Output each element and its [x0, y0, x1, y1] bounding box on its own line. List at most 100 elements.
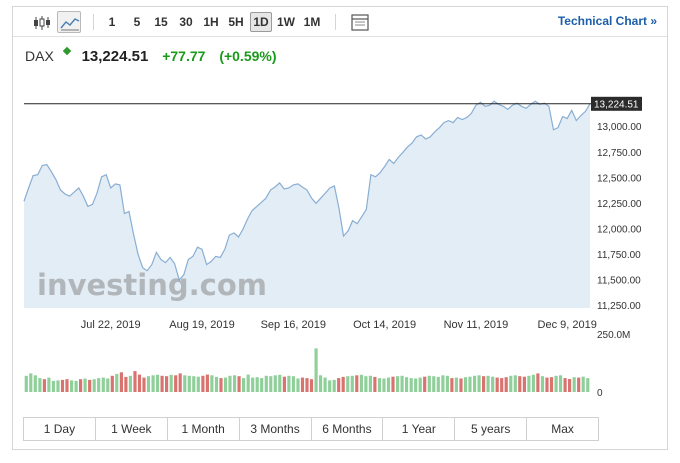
volume-bar — [260, 378, 264, 392]
y-tick-label: 12,250.00 — [597, 199, 642, 210]
range-1-day-button[interactable]: 1 Day — [24, 418, 96, 440]
volume-bar — [319, 375, 323, 392]
volume-bar — [305, 378, 309, 392]
volume-bar — [405, 377, 409, 392]
y-tick-label: 11,250.00 — [597, 301, 641, 312]
volume-bar — [210, 375, 214, 392]
toolbar-separator — [93, 14, 94, 30]
range-max-button[interactable]: Max — [527, 418, 598, 440]
volume-bar — [355, 375, 359, 392]
interval-1m-button[interactable]: 1M — [303, 15, 321, 29]
volume-bar — [29, 373, 33, 392]
volume-bar — [269, 376, 273, 392]
volume-bar — [572, 377, 576, 392]
range-1-week-button[interactable]: 1 Week — [95, 418, 168, 440]
interval-1d-button[interactable]: 1D — [250, 12, 272, 32]
volume-bar — [178, 373, 182, 392]
volume-bar — [264, 375, 268, 392]
volume-bar — [291, 376, 295, 392]
volume-bar — [382, 378, 386, 392]
volume-bar — [454, 377, 458, 392]
volume-bar — [287, 375, 291, 392]
volume-bar — [115, 373, 119, 392]
volume-bar — [545, 377, 549, 392]
volume-bar — [500, 378, 504, 392]
volume-bar — [568, 379, 572, 392]
price-change: +77.77 — [162, 48, 206, 65]
volume-bar — [341, 376, 345, 392]
volume-bar — [146, 376, 151, 392]
interval-30-button[interactable]: 30 — [179, 15, 193, 29]
volume-bar — [196, 376, 200, 392]
volume-bar — [174, 375, 178, 392]
last-price: 13,224.51 — [81, 47, 149, 65]
volume-bar — [282, 376, 286, 392]
volume-bar — [119, 372, 123, 392]
range-3-months-button[interactable]: 3 Months — [239, 418, 312, 440]
volume-bar — [332, 379, 336, 392]
volume-bar — [300, 377, 305, 392]
volume-bar — [33, 375, 37, 392]
volume-bar — [51, 380, 55, 392]
volume-bar — [74, 380, 78, 392]
technical-chart-link[interactable]: Technical Chart » — [557, 14, 657, 28]
range-6-months-button[interactable]: 6 Months — [311, 418, 384, 440]
volume-bar — [83, 378, 87, 392]
volume-bar — [205, 374, 209, 392]
volume-bar — [56, 380, 60, 392]
last-price-tag-label: 13,224.51 — [594, 99, 639, 110]
volume-bar — [242, 378, 246, 392]
volume-bar — [436, 376, 440, 392]
volume-bar — [486, 375, 490, 392]
volume-bar — [237, 376, 241, 392]
volume-bar — [577, 377, 581, 392]
volume-bar — [337, 378, 341, 392]
volume-bar — [251, 377, 255, 392]
volume-bar — [396, 376, 400, 392]
volume-bar — [106, 378, 110, 392]
range-5-years-button[interactable]: 5 years — [455, 418, 528, 440]
interval-5-button[interactable]: 5 — [133, 15, 141, 29]
candlestick-icon[interactable] — [29, 11, 53, 33]
volume-bar — [368, 375, 372, 392]
volume-bar — [233, 375, 237, 392]
volume-bar — [133, 371, 137, 392]
volume-bar — [142, 377, 146, 392]
volume-bar — [549, 377, 554, 392]
x-tick-label: Jul 22, 2019 — [81, 319, 141, 331]
quote-header: DAX 13,224.51 +77.77 (+0.59%) — [25, 47, 277, 67]
volume-bar — [38, 378, 42, 392]
volume-bar — [409, 378, 413, 392]
volume-bar — [47, 377, 51, 392]
range-1-year-button[interactable]: 1 Year — [383, 418, 456, 440]
interval-5h-button[interactable]: 5H — [228, 15, 244, 29]
area-chart-icon[interactable] — [57, 11, 81, 33]
interval-1-button[interactable]: 1 — [108, 15, 116, 29]
volume-bar — [151, 375, 155, 392]
volume-bar — [540, 376, 545, 392]
volume-bar — [482, 376, 486, 392]
volume-zero-label: 0 — [597, 388, 603, 399]
interval-1h-button[interactable]: 1H — [203, 15, 219, 29]
interval-1w-button[interactable]: 1W — [277, 15, 295, 29]
volume-bar — [88, 379, 92, 392]
volume-bar — [445, 375, 449, 392]
volume-bar — [468, 376, 472, 392]
y-tick-label: 12,750.00 — [597, 148, 642, 159]
volume-bar — [581, 376, 585, 392]
volume-bar — [296, 378, 300, 392]
range-1-month-button[interactable]: 1 Month — [167, 418, 240, 440]
volume-bar — [491, 376, 495, 392]
volume-bar — [214, 376, 219, 392]
volume-bar — [423, 376, 427, 392]
table-view-icon[interactable] — [347, 11, 371, 33]
volume-bar — [509, 375, 513, 392]
volume-bar — [586, 378, 590, 392]
volume-bar — [441, 375, 445, 392]
y-tick-label: 12,000.00 — [597, 224, 642, 235]
interval-15-button[interactable]: 15 — [154, 15, 168, 29]
volume-bar — [400, 375, 404, 392]
price-chart: 13,000.00 12,750.00 12,500.00 12,250.00 12,0… — [23, 96, 642, 399]
volume-bar — [183, 375, 187, 392]
volume-bar — [92, 379, 96, 392]
